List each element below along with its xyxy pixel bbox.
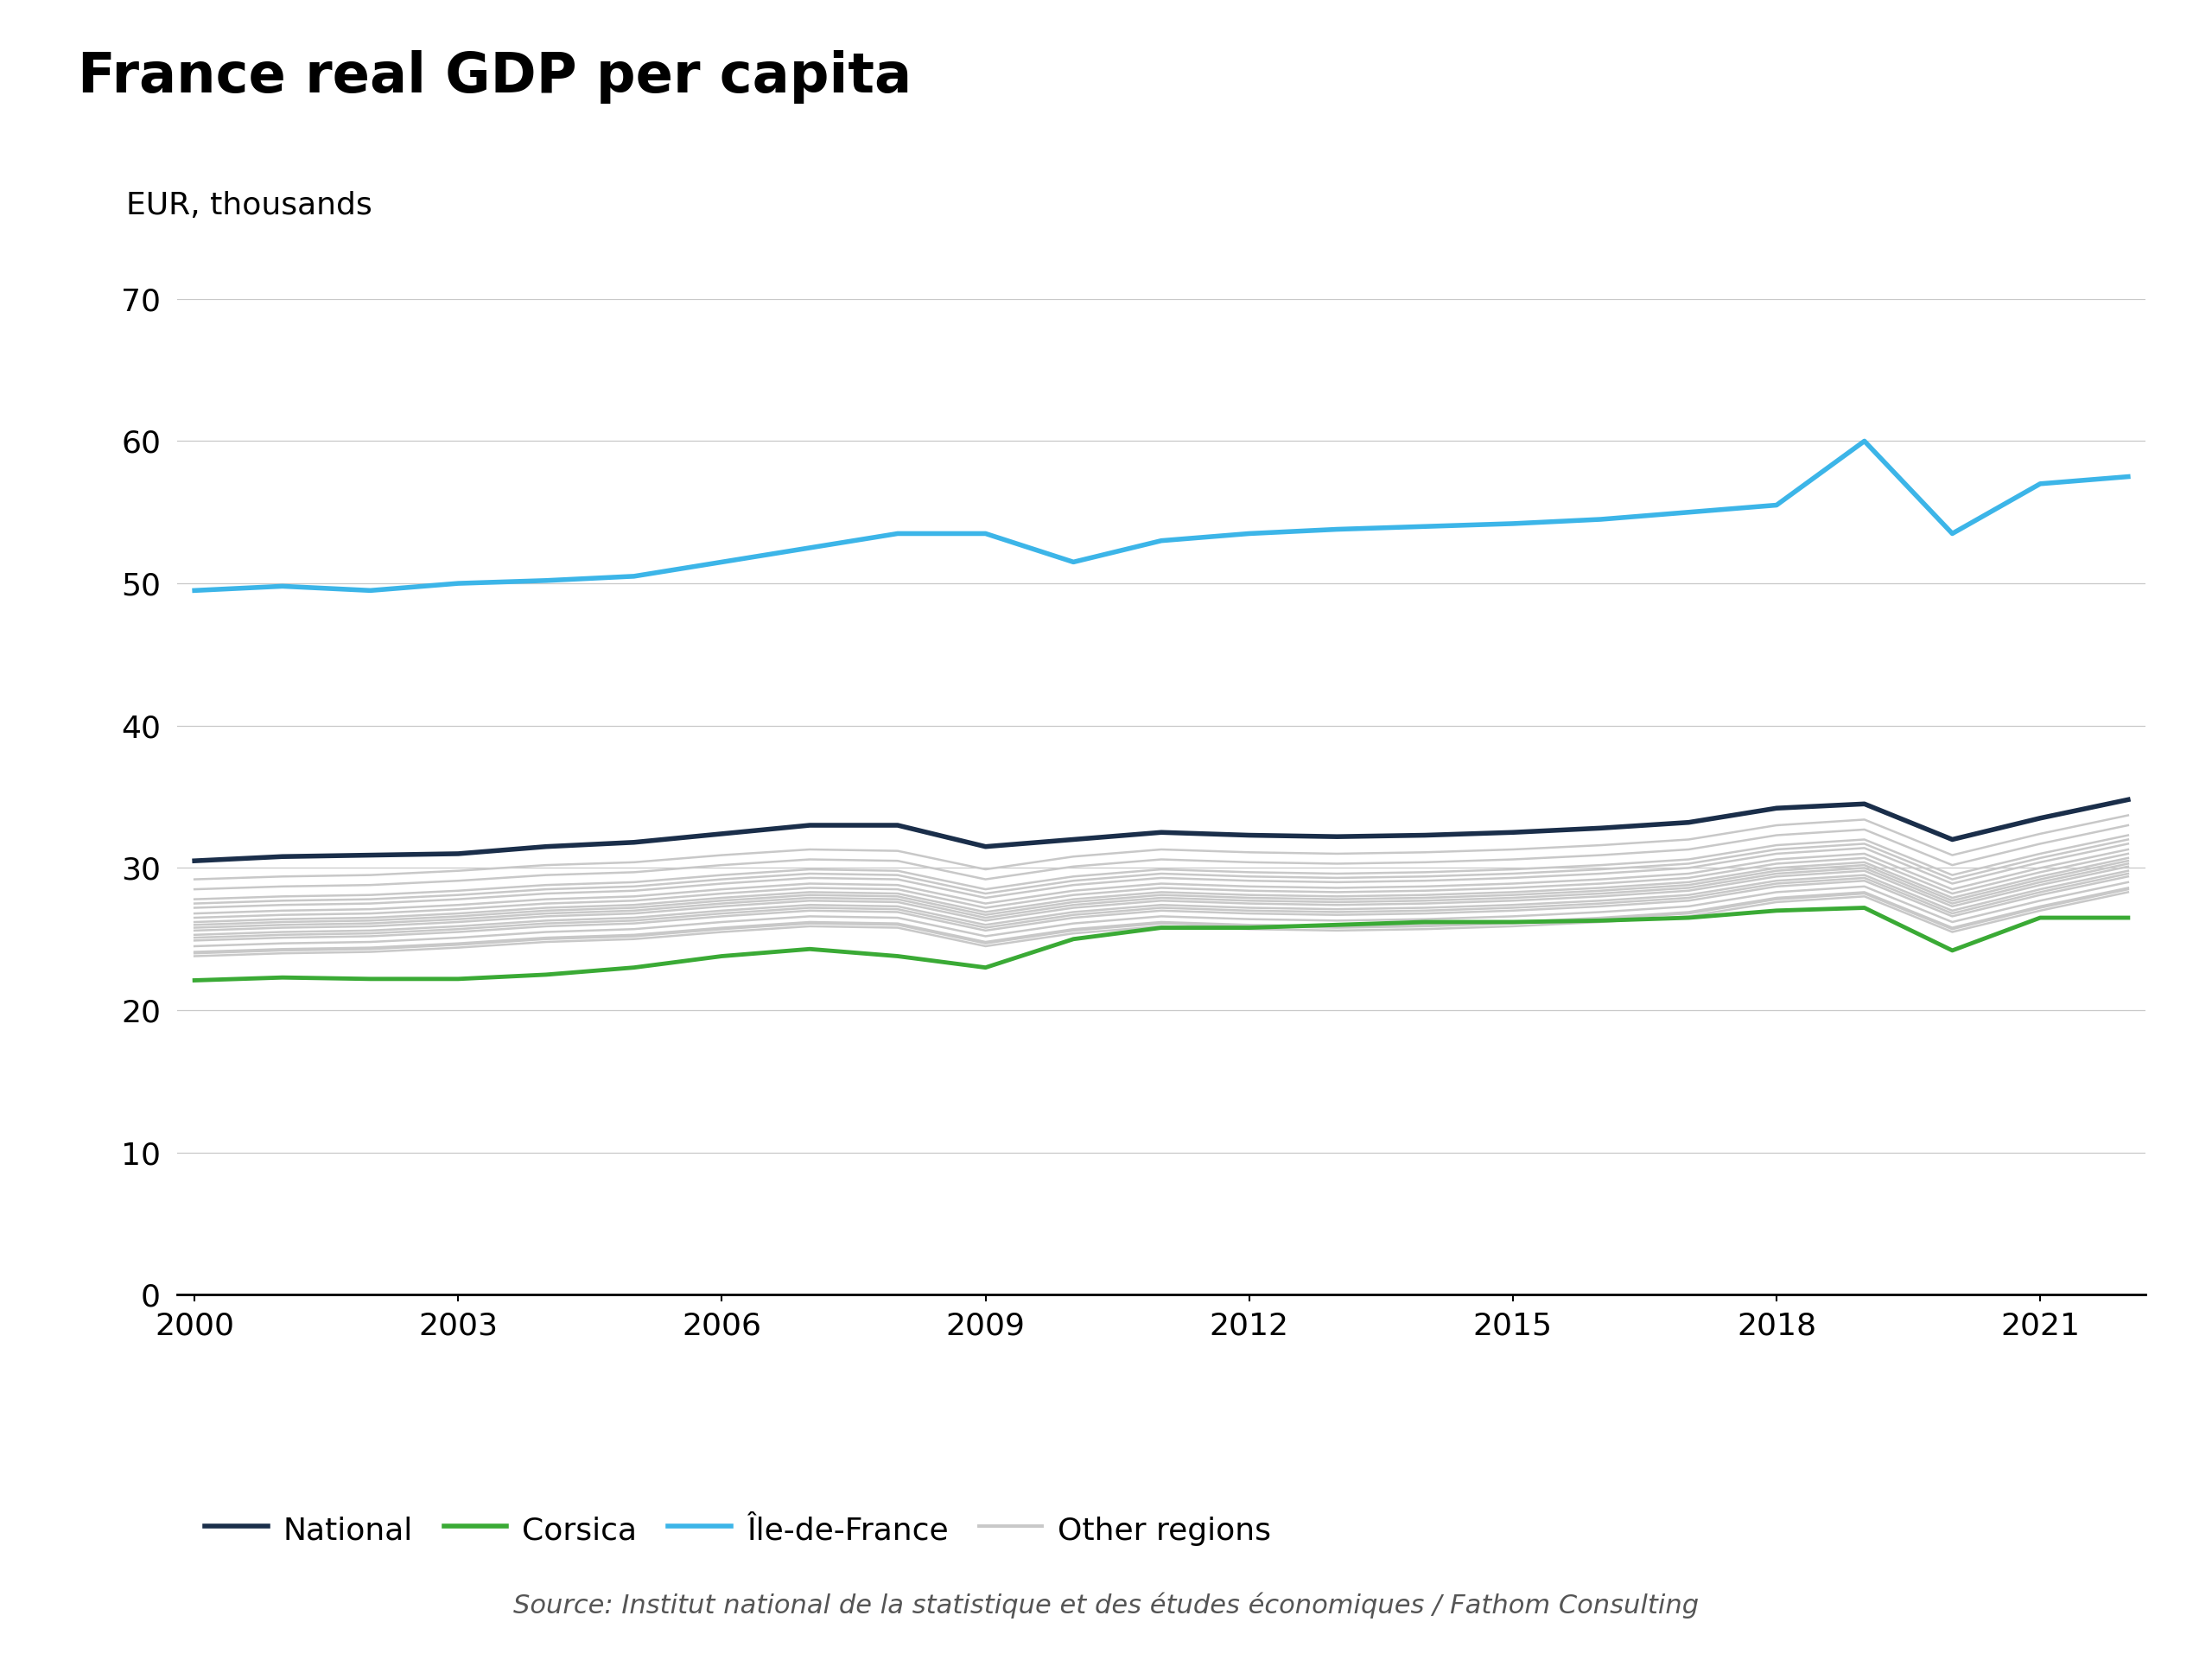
Text: EUR, thousands: EUR, thousands xyxy=(126,191,372,221)
Text: Source: Institut national de la statistique et des études économiques / Fathom C: Source: Institut national de la statisti… xyxy=(513,1592,1699,1619)
Legend: National, Corsica, Île-de-France, Other regions: National, Corsica, Île-de-France, Other … xyxy=(192,1501,1283,1559)
Text: France real GDP per capita: France real GDP per capita xyxy=(77,50,911,103)
